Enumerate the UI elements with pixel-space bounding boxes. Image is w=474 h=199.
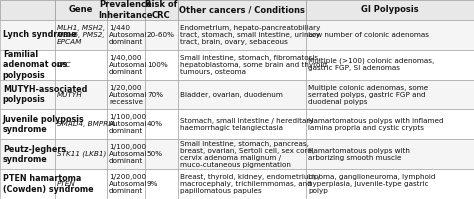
Text: 70%: 70%: [147, 92, 163, 98]
FancyBboxPatch shape: [107, 80, 145, 109]
Text: 100%: 100%: [147, 62, 168, 68]
Text: 1/100,000
Autosomal
dominant: 1/100,000 Autosomal dominant: [109, 144, 147, 164]
FancyBboxPatch shape: [145, 50, 178, 80]
FancyBboxPatch shape: [107, 169, 145, 199]
FancyBboxPatch shape: [0, 139, 55, 169]
Text: Peutz-Jeghers
syndrome: Peutz-Jeghers syndrome: [3, 144, 66, 164]
FancyBboxPatch shape: [55, 139, 107, 169]
FancyBboxPatch shape: [107, 139, 145, 169]
Text: 1/40,000
Autosomal
dominant: 1/40,000 Autosomal dominant: [109, 55, 147, 75]
FancyBboxPatch shape: [145, 169, 178, 199]
FancyBboxPatch shape: [107, 0, 145, 20]
FancyBboxPatch shape: [107, 20, 145, 50]
Text: GI Polyposis: GI Polyposis: [361, 5, 419, 15]
Text: Lynch syndrome: Lynch syndrome: [3, 30, 76, 39]
FancyBboxPatch shape: [178, 20, 306, 50]
Text: Breast, thyroid, kidney, endometrium /
macrocephaly, trichilemmomas, and
papillo: Breast, thyroid, kidney, endometrium / m…: [180, 174, 320, 194]
FancyBboxPatch shape: [0, 169, 55, 199]
FancyBboxPatch shape: [306, 80, 474, 109]
Text: PTEN: PTEN: [57, 181, 76, 187]
Text: 40%: 40%: [147, 121, 163, 127]
FancyBboxPatch shape: [178, 50, 306, 80]
Text: 9%: 9%: [147, 181, 158, 187]
Text: Low number of colonic adenomas: Low number of colonic adenomas: [308, 32, 429, 38]
Text: Stomach, small intestine / hereditary
haemorrhagic telangiectasia: Stomach, small intestine / hereditary ha…: [180, 118, 314, 131]
Text: Endometrium, hepato-pancreatobiliary
tract, stomach, small intestine, urinary
tr: Endometrium, hepato-pancreatobiliary tra…: [180, 25, 320, 45]
FancyBboxPatch shape: [0, 80, 55, 109]
Text: Other cancers / Conditions: Other cancers / Conditions: [179, 5, 305, 15]
Text: Lipoma, ganglioneuroma, lymphoid
hyperplasia, juvenile-type gastric
polyp: Lipoma, ganglioneuroma, lymphoid hyperpl…: [308, 174, 436, 194]
FancyBboxPatch shape: [55, 20, 107, 50]
FancyBboxPatch shape: [145, 0, 178, 20]
Text: Prevalence
Inheritance: Prevalence Inheritance: [99, 0, 153, 20]
FancyBboxPatch shape: [306, 109, 474, 139]
FancyBboxPatch shape: [55, 50, 107, 80]
FancyBboxPatch shape: [178, 80, 306, 109]
FancyBboxPatch shape: [178, 0, 306, 20]
FancyBboxPatch shape: [145, 80, 178, 109]
Text: STK11 (LKB1): STK11 (LKB1): [57, 151, 106, 157]
Text: Hamartomatous polyps with inflamed
lamina propria and cystic crypts: Hamartomatous polyps with inflamed lamin…: [308, 118, 444, 131]
Text: Risk of
CRC: Risk of CRC: [145, 0, 177, 20]
FancyBboxPatch shape: [0, 20, 55, 50]
Text: Small intestine, stomach, pancreas,
breast, ovarian, Sertoli cell, sex cord,
cer: Small intestine, stomach, pancreas, brea…: [180, 141, 314, 168]
FancyBboxPatch shape: [55, 169, 107, 199]
FancyBboxPatch shape: [306, 20, 474, 50]
FancyBboxPatch shape: [107, 109, 145, 139]
Text: PTEN hamartoma
(Cowden) syndrome: PTEN hamartoma (Cowden) syndrome: [3, 174, 93, 194]
FancyBboxPatch shape: [178, 109, 306, 139]
FancyBboxPatch shape: [145, 20, 178, 50]
Text: Bladder, ovarian, duodenum: Bladder, ovarian, duodenum: [180, 92, 283, 98]
Text: Gene: Gene: [68, 5, 93, 15]
FancyBboxPatch shape: [306, 139, 474, 169]
Text: 1/20,000
Autosomal
recessive: 1/20,000 Autosomal recessive: [109, 85, 147, 104]
FancyBboxPatch shape: [0, 50, 55, 80]
FancyBboxPatch shape: [145, 109, 178, 139]
FancyBboxPatch shape: [306, 50, 474, 80]
FancyBboxPatch shape: [55, 0, 107, 20]
Text: 1/100,000
Autosomal
dominant: 1/100,000 Autosomal dominant: [109, 114, 147, 134]
FancyBboxPatch shape: [306, 169, 474, 199]
Text: MUTYH: MUTYH: [57, 92, 82, 98]
FancyBboxPatch shape: [0, 109, 55, 139]
Text: 1/200,000
Autosomal
dominant: 1/200,000 Autosomal dominant: [109, 174, 147, 194]
Text: 20-60%: 20-60%: [147, 32, 175, 38]
Text: MLH1, MSH2,
MSH6, PMS2,
EPCAM: MLH1, MSH2, MSH6, PMS2, EPCAM: [57, 25, 105, 45]
FancyBboxPatch shape: [145, 139, 178, 169]
FancyBboxPatch shape: [178, 169, 306, 199]
Text: SMAD4, BMPRIA: SMAD4, BMPRIA: [57, 121, 115, 127]
Text: MUTYH-associated
polyposis: MUTYH-associated polyposis: [3, 85, 87, 104]
FancyBboxPatch shape: [55, 80, 107, 109]
Text: Small intestine, stomach, fibromatosis,
hepatoblastoma, some brain and thyroid
t: Small intestine, stomach, fibromatosis, …: [180, 55, 327, 75]
Text: Familial
adenomat ous
polyposis: Familial adenomat ous polyposis: [3, 50, 67, 80]
Text: 50%: 50%: [147, 151, 163, 157]
FancyBboxPatch shape: [306, 0, 474, 20]
FancyBboxPatch shape: [0, 0, 55, 20]
FancyBboxPatch shape: [55, 109, 107, 139]
Text: Multiple colonic adenomas, some
serrated polyps, gastric FGP and
duodenal polyps: Multiple colonic adenomas, some serrated…: [308, 85, 428, 104]
Text: Hamartomatous polyps with
arborizing smooth muscle: Hamartomatous polyps with arborizing smo…: [308, 148, 410, 161]
FancyBboxPatch shape: [178, 139, 306, 169]
Text: Multiple (>100) colonic adenomas,
gastric FGP, SI adenomas: Multiple (>100) colonic adenomas, gastri…: [308, 58, 434, 71]
Text: Juvenile polyposis
syndrome: Juvenile polyposis syndrome: [3, 115, 84, 134]
Text: APC: APC: [57, 62, 72, 68]
FancyBboxPatch shape: [107, 50, 145, 80]
Text: 1/440
Autosomal
dominant: 1/440 Autosomal dominant: [109, 25, 147, 45]
